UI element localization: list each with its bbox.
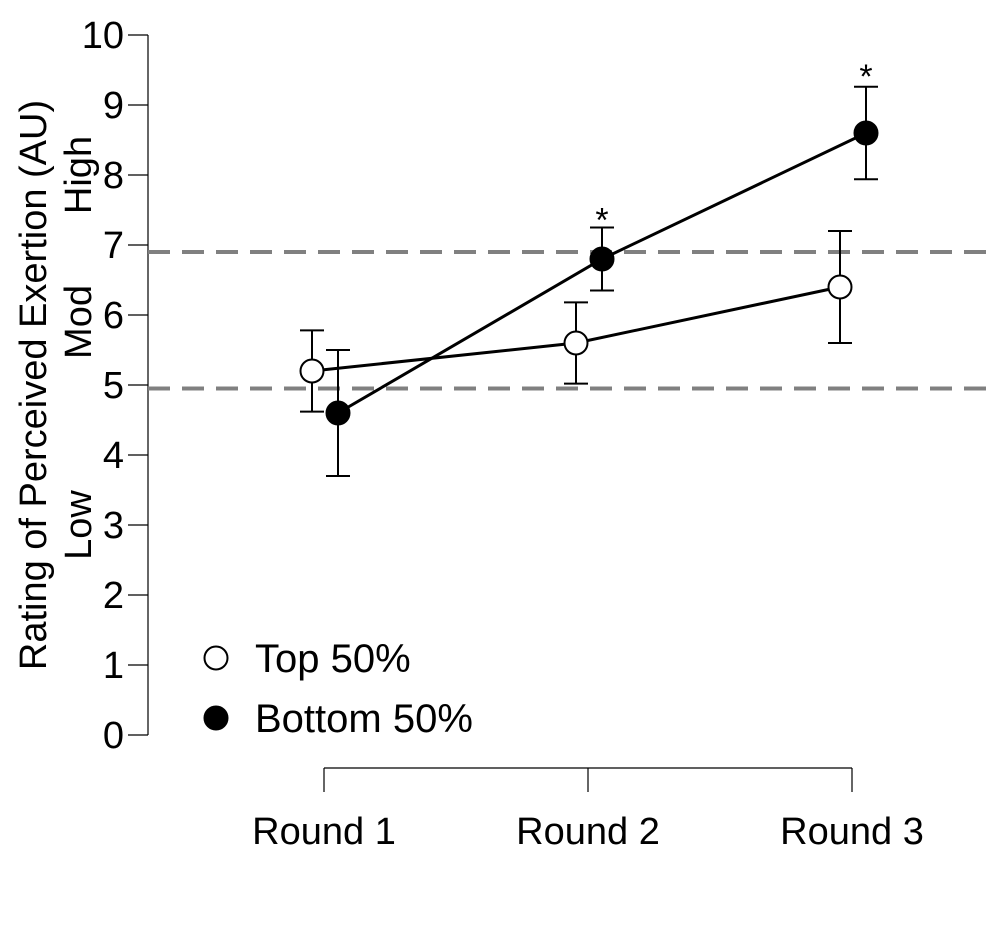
x-tick-label: Round 2 xyxy=(516,811,660,853)
y-tick-label: 2 xyxy=(103,575,124,617)
y-tick-label: 10 xyxy=(82,15,124,57)
significance-asterisk: * xyxy=(595,202,608,240)
data-point xyxy=(325,400,351,426)
x-axis: Round 1 Round 2 Round 3 xyxy=(252,767,924,853)
series-top-50 xyxy=(299,230,853,413)
y-tick-label: 9 xyxy=(103,85,124,127)
y-tick-label: 3 xyxy=(103,505,124,547)
reference-lines xyxy=(148,250,990,391)
y-axis-label: Rating of Perceived Exertion (AU) xyxy=(13,100,55,670)
zone-label: Low xyxy=(58,490,100,560)
x-tick-label: Round 3 xyxy=(780,811,924,853)
legend-label: Bottom 50% xyxy=(255,697,473,741)
y-tick-label: 0 xyxy=(103,715,124,757)
y-tick-label: 6 xyxy=(103,295,124,337)
y-tick-label: 5 xyxy=(103,365,124,407)
series-bottom-50 xyxy=(325,85,879,477)
zone-labels: High Mod Low xyxy=(58,136,100,560)
significance-markers: ** xyxy=(595,58,872,240)
legend-marker xyxy=(203,645,229,671)
significance-asterisk: * xyxy=(859,58,872,96)
y-tick-label: 1 xyxy=(103,645,124,687)
y-tick-label: 8 xyxy=(103,155,124,197)
data-point xyxy=(853,120,879,146)
data-series xyxy=(299,85,879,477)
legend-marker xyxy=(203,705,229,731)
y-tick-label: 7 xyxy=(103,225,124,267)
zone-label: High xyxy=(58,136,100,214)
y-axis: 0 1 2 3 4 5 6 7 8 9 10 xyxy=(82,15,149,757)
data-point xyxy=(299,358,325,384)
data-point xyxy=(589,246,615,272)
data-point xyxy=(563,330,589,356)
y-tick-label: 4 xyxy=(103,435,124,477)
legend: Top 50% Bottom 50% xyxy=(203,637,473,741)
legend-label: Top 50% xyxy=(255,637,411,681)
zone-label: Mod xyxy=(58,285,100,359)
data-point xyxy=(827,274,853,300)
x-tick-label: Round 1 xyxy=(252,811,396,853)
